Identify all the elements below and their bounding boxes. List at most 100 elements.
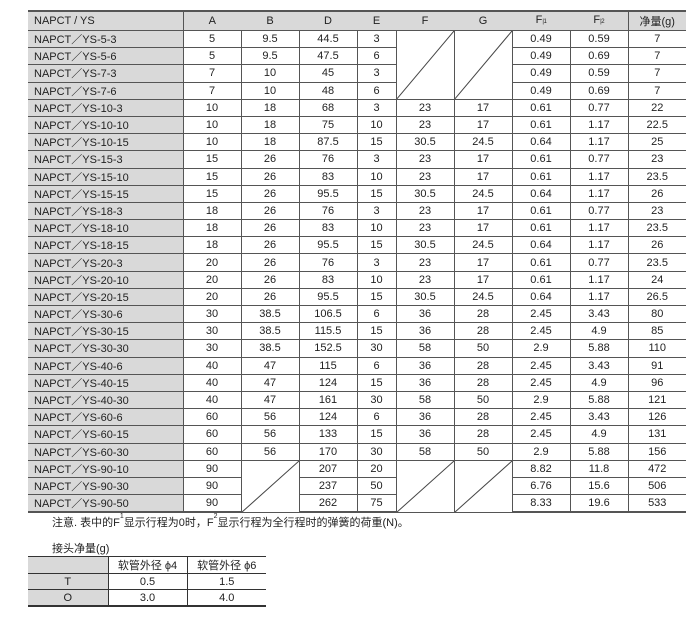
value-cell: 20: [182, 271, 241, 289]
value-cell: 18: [182, 202, 241, 221]
column-header: NAPCT / YS: [28, 10, 184, 31]
table-row: NAPCT／YS-5-3 5 9.5 44.5 3 0.49 0.59 7: [28, 30, 686, 100]
model-name-cell: NAPCT／YS-15-10: [28, 168, 183, 186]
value-cell: 10: [240, 82, 299, 100]
table-row: NAPCT／YS-60-30 60 56 170 30 58 50 2.9 5.88 156: [28, 443, 686, 461]
value-cell: 23: [395, 219, 454, 238]
value-cell: 0.49: [511, 47, 570, 66]
value-cell: 38.5: [240, 322, 299, 341]
value-cell: 95.5: [298, 185, 357, 203]
value-cell: 7: [627, 47, 686, 66]
value-cell: 1.17: [569, 219, 628, 238]
value-cell: 8.82: [511, 460, 570, 478]
value-cell: 1.17: [569, 133, 628, 152]
value-cell: 26.5: [627, 288, 686, 307]
sub-cell: 1.5: [186, 573, 266, 590]
value-cell: 110: [627, 339, 686, 358]
sub-header-row: 软管外径 ϕ4 软管外径 ϕ6: [28, 556, 266, 574]
value-cell: 3: [356, 253, 396, 272]
value-cell: 47: [240, 357, 299, 375]
value-cell: 48: [298, 82, 357, 100]
value-cell: 9.5: [240, 47, 299, 66]
value-cell: 2.9: [511, 391, 570, 410]
table-row: NAPCT／YS-90-30 90 237 50 6.76 15.6 506: [28, 477, 686, 496]
model-name-cell: NAPCT／YS-15-3: [28, 150, 183, 169]
value-cell: 44.5: [298, 30, 357, 49]
value-cell: 15.6: [569, 477, 628, 496]
model-name-cell: NAPCT／YS-60-15: [28, 425, 183, 444]
sub-cell: 0.5: [107, 573, 187, 590]
model-name-cell: NAPCT／YS-5-6: [28, 47, 183, 66]
table-row: NAPCT／YS-10-15 10 18 87.5 15 30.5 24.5 0.64 1.17…: [28, 133, 686, 152]
value-cell: 5: [182, 30, 241, 49]
value-cell: 26: [240, 219, 299, 238]
value-cell: 2.45: [511, 357, 570, 375]
table-row: NAPCT／YS-10-10 10 18 75 10 23 17 0.61 1.17 22.5: [28, 116, 686, 135]
value-cell: 17: [453, 99, 512, 117]
value-cell: 0.59: [569, 64, 628, 83]
value-cell: 124: [298, 408, 357, 427]
value-cell: 36: [395, 357, 454, 375]
sub-table-title: 接头净量(g): [52, 543, 110, 555]
value-cell: 58: [395, 443, 454, 461]
value-cell: 0.64: [511, 288, 570, 307]
value-cell: 0.59: [569, 30, 628, 49]
value-cell: 10: [356, 168, 396, 186]
sub-row-label: T: [28, 573, 108, 590]
value-cell: 15: [356, 374, 396, 392]
value-cell: 30: [356, 391, 396, 410]
value-cell: 2.9: [511, 339, 570, 358]
model-name-cell: NAPCT／YS-7-3: [28, 64, 183, 83]
model-name-cell: NAPCT／YS-7-6: [28, 82, 183, 100]
model-name-cell: NAPCT／YS-10-3: [28, 99, 183, 117]
value-cell: 17: [453, 150, 512, 169]
value-cell: 10: [356, 219, 396, 238]
value-cell: 17: [453, 202, 512, 221]
value-cell: 28: [453, 322, 512, 341]
value-cell: 1.17: [569, 168, 628, 186]
value-cell: 3: [356, 99, 396, 117]
table-row: NAPCT／YS-7-6 7 10 48 6 0.49 0.69 7: [28, 82, 686, 100]
force-header-label: F|1: [535, 14, 547, 26]
value-cell: 47: [240, 391, 299, 410]
value-cell: 23: [395, 253, 454, 272]
value-cell: 156: [627, 443, 686, 461]
value-cell: 3: [356, 64, 396, 83]
value-cell: 0.61: [511, 202, 570, 221]
column-header: G: [454, 10, 512, 31]
value-cell: 60: [182, 425, 241, 444]
value-cell: 75: [356, 494, 396, 514]
value-cell: 26: [627, 185, 686, 203]
value-cell: 1.17: [569, 116, 628, 135]
value-cell: 15: [356, 185, 396, 203]
value-cell: 45: [298, 64, 357, 83]
table-row: NAPCT／YS-7-3 7 10 45 3 0.49 0.59 7: [28, 64, 686, 83]
value-cell: 20: [182, 288, 241, 307]
model-name-cell: NAPCT／YS-20-10: [28, 271, 183, 289]
sub-cell: 3.0: [107, 589, 187, 607]
model-name-cell: NAPCT／YS-30-6: [28, 305, 183, 324]
value-cell: 7: [627, 30, 686, 49]
value-cell: 3.43: [569, 408, 628, 427]
table-row: NAPCT／YS-30-6 30 38.5 106.5 6 36 28 2.45 3.43 80: [28, 305, 686, 324]
value-cell: 60: [182, 443, 241, 461]
value-cell: 23: [395, 168, 454, 186]
value-cell: 10: [356, 116, 396, 135]
value-cell: 50: [453, 443, 512, 461]
value-cell: 22.5: [627, 116, 686, 135]
value-cell: 83: [298, 271, 357, 289]
value-cell: 26: [240, 253, 299, 272]
model-name-cell: NAPCT／YS-30-30: [28, 339, 183, 358]
empty-diagonal-cell: [453, 30, 512, 100]
value-cell: 0.69: [569, 82, 628, 100]
value-cell: 30: [182, 339, 241, 358]
sub-row-label: O: [28, 589, 108, 607]
value-cell: 18: [182, 219, 241, 238]
model-name-cell: NAPCT／YS-90-30: [28, 477, 183, 496]
column-header: F|1: [512, 10, 570, 31]
value-cell: 0.61: [511, 253, 570, 272]
value-cell: 7: [182, 82, 241, 100]
column-header: F|2: [570, 10, 628, 31]
value-cell: 5.88: [569, 339, 628, 358]
value-cell: 20: [356, 460, 396, 478]
